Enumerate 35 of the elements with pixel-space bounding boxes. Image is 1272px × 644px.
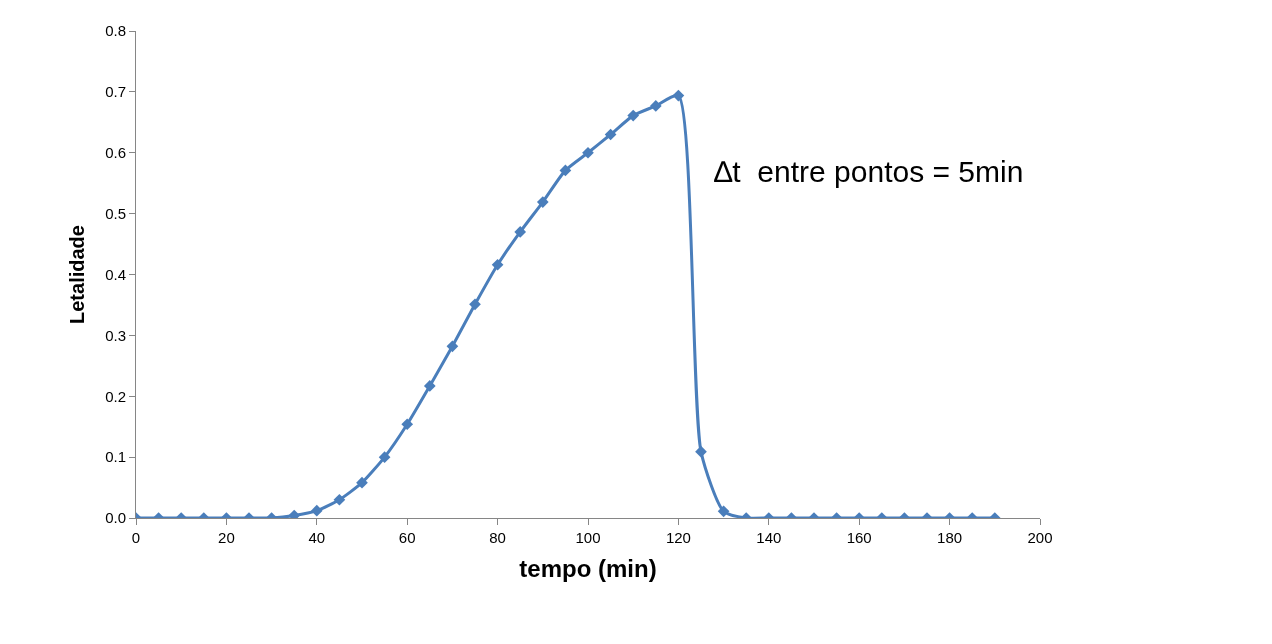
point [446, 340, 459, 353]
point [423, 380, 436, 392]
point [604, 128, 617, 141]
y-tick-label: 0.6 [105, 144, 126, 161]
x-tick-label: 20 [218, 529, 235, 546]
y-tick-label: 0.7 [105, 83, 126, 101]
point [491, 258, 504, 271]
annotation: ∆t entre pontos = 5min [714, 155, 1024, 188]
x-tick-label: 40 [308, 529, 326, 546]
point [469, 298, 481, 311]
x-tick-label: 100 [575, 529, 601, 546]
x-tick-label: 200 [1027, 529, 1053, 546]
point [627, 109, 640, 122]
x-tick-label: 120 [665, 529, 691, 546]
x-tick-label: 60 [398, 529, 416, 546]
y-tick-label: 0.1 [105, 448, 126, 466]
y-axis-title: Letalidade [65, 225, 88, 324]
y-tick-label: 0.2 [105, 387, 126, 405]
point [672, 89, 685, 102]
y-tick-label: 0.8 [105, 22, 126, 40]
y-tick-label: 0.5 [105, 204, 126, 222]
y-tick-label: 0.0 [105, 509, 126, 527]
x-tick-label: 0 [131, 529, 141, 546]
x-tick-label: 180 [937, 529, 963, 546]
point [649, 100, 662, 112]
point [514, 226, 527, 238]
point [536, 196, 549, 208]
x-axis-title: tempo (min) [519, 555, 657, 583]
x-tick-label: 160 [846, 529, 872, 546]
x-tick-label: 80 [489, 529, 506, 546]
point [559, 164, 572, 177]
y-tick-label: 0.4 [105, 265, 126, 283]
y-tick-label: 0.3 [105, 326, 126, 344]
x-tick-label: 140 [756, 529, 782, 546]
point [582, 146, 594, 159]
